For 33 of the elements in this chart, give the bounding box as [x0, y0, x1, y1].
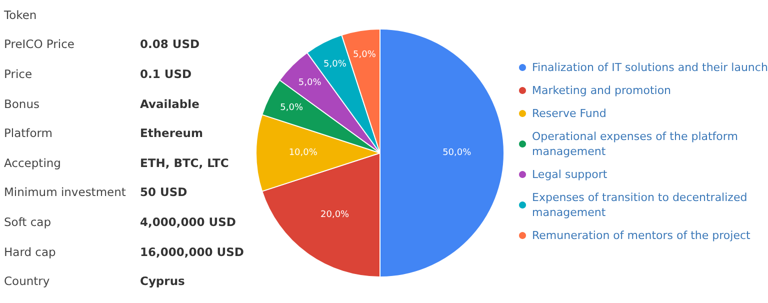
data-label: 20,0%: [320, 210, 350, 220]
text: 0.1 USD: [140, 66, 192, 81]
legend-label: Reserve Fund: [532, 107, 606, 120]
category-label: PreICO Price: [4, 36, 76, 54]
text: Available: [140, 96, 200, 111]
text: 16,000,000 USD: [140, 244, 244, 259]
legend-label: Legal support: [532, 168, 608, 181]
category-label: Country: [4, 273, 51, 290]
data-label: 5,0%: [280, 102, 304, 113]
category-label: Platform: [4, 125, 54, 142]
legend-label: Marketing and promotion: [532, 84, 672, 97]
text: 0.08 USD: [140, 37, 200, 52]
data-label: 5,0%: [353, 50, 376, 60]
text: ETH, BTC, LTC: [140, 156, 229, 170]
category-label: Soft cap: [4, 214, 52, 231]
category-label: Minimum investment: [4, 184, 127, 202]
category-label: Price: [4, 66, 34, 83]
legend-label: Expenses of transition to decentralized management: [532, 191, 751, 219]
text: Cyprus: [140, 274, 185, 288]
category-label: Accepting: [4, 154, 62, 172]
data-label: 5,0%: [298, 78, 322, 88]
data-label: 10,0%: [288, 148, 318, 158]
legend-label: Finalization of IT solutions and their launch: [532, 61, 768, 74]
data-label: 50,0%: [442, 148, 472, 158]
category-label: Token: [4, 6, 38, 24]
category-label: Hard cap: [4, 244, 57, 261]
text: 50 USD: [140, 185, 188, 200]
data-label: 5,0%: [324, 60, 347, 70]
legend-label: Remuneration of mentors of the project: [532, 229, 752, 242]
text: Ethereum: [140, 126, 203, 140]
text: 4,000,000 USD: [140, 214, 236, 229]
category-label: Bonus: [4, 96, 40, 113]
legend-label: Operational expenses of the platform management: [532, 130, 742, 158]
